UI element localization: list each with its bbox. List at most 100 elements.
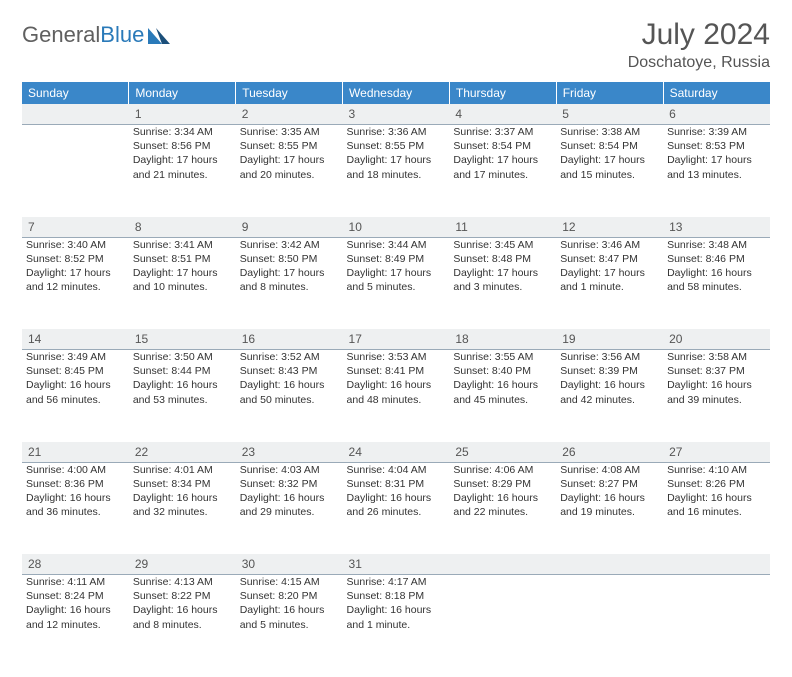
day-number: 8 (129, 217, 236, 238)
location-subtitle: Doschatoye, Russia (628, 54, 770, 72)
daynum-row: 28293031 (22, 554, 770, 575)
day-cell: Sunrise: 3:37 AMSunset: 8:54 PMDaylight:… (449, 125, 556, 217)
day-number: 12 (556, 217, 663, 238)
sunrise-line: Sunrise: 3:58 AM (667, 350, 766, 364)
sunset-line: Sunset: 8:54 PM (453, 139, 552, 153)
sunrise-line: Sunrise: 3:38 AM (560, 125, 659, 139)
sunrise-line: Sunrise: 3:45 AM (453, 238, 552, 252)
daylight-line: Daylight: 17 hours and 8 minutes. (240, 266, 339, 294)
day-number: 13 (663, 217, 770, 238)
weekday-thursday: Thursday (449, 82, 556, 104)
day-number: 30 (236, 554, 343, 575)
day-cell: Sunrise: 3:35 AMSunset: 8:55 PMDaylight:… (236, 125, 343, 217)
day-cell: Sunrise: 3:56 AMSunset: 8:39 PMDaylight:… (556, 350, 663, 442)
day-cell: Sunrise: 3:50 AMSunset: 8:44 PMDaylight:… (129, 350, 236, 442)
sunrise-line: Sunrise: 3:53 AM (347, 350, 446, 364)
day-number: 15 (129, 329, 236, 350)
sunrise-line: Sunrise: 3:52 AM (240, 350, 339, 364)
sunset-line: Sunset: 8:29 PM (453, 477, 552, 491)
day-number: 4 (449, 104, 556, 125)
sunrise-line: Sunrise: 4:06 AM (453, 463, 552, 477)
daylight-line: Daylight: 16 hours and 32 minutes. (133, 491, 232, 519)
day-cell: Sunrise: 4:06 AMSunset: 8:29 PMDaylight:… (449, 462, 556, 554)
logo-text: GeneralBlue (22, 22, 144, 48)
daylight-line: Daylight: 17 hours and 20 minutes. (240, 153, 339, 181)
day-cell: Sunrise: 4:04 AMSunset: 8:31 PMDaylight:… (343, 462, 450, 554)
daylight-line: Daylight: 16 hours and 42 minutes. (560, 378, 659, 406)
day-cell: Sunrise: 3:48 AMSunset: 8:46 PMDaylight:… (663, 237, 770, 329)
sunset-line: Sunset: 8:43 PM (240, 364, 339, 378)
day-cell: Sunrise: 4:11 AMSunset: 8:24 PMDaylight:… (22, 575, 129, 667)
sunrise-line: Sunrise: 3:46 AM (560, 238, 659, 252)
daylight-line: Daylight: 16 hours and 26 minutes. (347, 491, 446, 519)
day-number: 17 (343, 329, 450, 350)
sunrise-line: Sunrise: 4:00 AM (26, 463, 125, 477)
day-cell: Sunrise: 3:45 AMSunset: 8:48 PMDaylight:… (449, 237, 556, 329)
sunset-line: Sunset: 8:47 PM (560, 252, 659, 266)
daylight-line: Daylight: 17 hours and 13 minutes. (667, 153, 766, 181)
day-cell: Sunrise: 3:36 AMSunset: 8:55 PMDaylight:… (343, 125, 450, 217)
calendar-table: SundayMondayTuesdayWednesdayThursdayFrid… (22, 82, 770, 667)
sunset-line: Sunset: 8:53 PM (667, 139, 766, 153)
day-cell: Sunrise: 3:34 AMSunset: 8:56 PMDaylight:… (129, 125, 236, 217)
sunset-line: Sunset: 8:20 PM (240, 589, 339, 603)
sunset-line: Sunset: 8:26 PM (667, 477, 766, 491)
day-cell: Sunrise: 4:10 AMSunset: 8:26 PMDaylight:… (663, 462, 770, 554)
logo-triangle-icon (148, 26, 170, 44)
day-cell (663, 575, 770, 667)
daylight-line: Daylight: 17 hours and 17 minutes. (453, 153, 552, 181)
daylight-line: Daylight: 16 hours and 19 minutes. (560, 491, 659, 519)
weekday-saturday: Saturday (663, 82, 770, 104)
week-row: Sunrise: 4:11 AMSunset: 8:24 PMDaylight:… (22, 575, 770, 667)
week-row: Sunrise: 3:34 AMSunset: 8:56 PMDaylight:… (22, 125, 770, 217)
day-cell: Sunrise: 3:41 AMSunset: 8:51 PMDaylight:… (129, 237, 236, 329)
daylight-line: Daylight: 16 hours and 36 minutes. (26, 491, 125, 519)
day-cell: Sunrise: 3:55 AMSunset: 8:40 PMDaylight:… (449, 350, 556, 442)
day-cell (22, 125, 129, 217)
sunset-line: Sunset: 8:50 PM (240, 252, 339, 266)
sunrise-line: Sunrise: 3:39 AM (667, 125, 766, 139)
weekday-friday: Friday (556, 82, 663, 104)
daylight-line: Daylight: 16 hours and 53 minutes. (133, 378, 232, 406)
day-number: 21 (22, 442, 129, 463)
day-number (663, 554, 770, 575)
sunrise-line: Sunrise: 4:03 AM (240, 463, 339, 477)
sunrise-line: Sunrise: 4:15 AM (240, 575, 339, 589)
sunset-line: Sunset: 8:40 PM (453, 364, 552, 378)
day-number: 27 (663, 442, 770, 463)
day-number: 16 (236, 329, 343, 350)
page-header: GeneralBlue July 2024 Doschatoye, Russia (22, 18, 770, 72)
daylight-line: Daylight: 16 hours and 1 minute. (347, 603, 446, 631)
day-cell: Sunrise: 3:39 AMSunset: 8:53 PMDaylight:… (663, 125, 770, 217)
daylight-line: Daylight: 16 hours and 29 minutes. (240, 491, 339, 519)
day-cell: Sunrise: 4:00 AMSunset: 8:36 PMDaylight:… (22, 462, 129, 554)
day-cell (556, 575, 663, 667)
sunrise-line: Sunrise: 3:42 AM (240, 238, 339, 252)
daylight-line: Daylight: 17 hours and 21 minutes. (133, 153, 232, 181)
daylight-line: Daylight: 17 hours and 3 minutes. (453, 266, 552, 294)
sunrise-line: Sunrise: 4:08 AM (560, 463, 659, 477)
day-number: 25 (449, 442, 556, 463)
day-cell: Sunrise: 3:38 AMSunset: 8:54 PMDaylight:… (556, 125, 663, 217)
day-number: 24 (343, 442, 450, 463)
sunrise-line: Sunrise: 3:48 AM (667, 238, 766, 252)
day-cell: Sunrise: 3:49 AMSunset: 8:45 PMDaylight:… (22, 350, 129, 442)
sunrise-line: Sunrise: 3:35 AM (240, 125, 339, 139)
day-number: 26 (556, 442, 663, 463)
day-number: 22 (129, 442, 236, 463)
day-cell: Sunrise: 3:42 AMSunset: 8:50 PMDaylight:… (236, 237, 343, 329)
day-cell: Sunrise: 4:03 AMSunset: 8:32 PMDaylight:… (236, 462, 343, 554)
sunrise-line: Sunrise: 3:41 AM (133, 238, 232, 252)
sunset-line: Sunset: 8:45 PM (26, 364, 125, 378)
sunrise-line: Sunrise: 3:34 AM (133, 125, 232, 139)
sunset-line: Sunset: 8:48 PM (453, 252, 552, 266)
sunrise-line: Sunrise: 4:13 AM (133, 575, 232, 589)
sunset-line: Sunset: 8:27 PM (560, 477, 659, 491)
day-cell: Sunrise: 4:01 AMSunset: 8:34 PMDaylight:… (129, 462, 236, 554)
day-number: 31 (343, 554, 450, 575)
logo-part1: General (22, 22, 100, 47)
day-number: 11 (449, 217, 556, 238)
sunrise-line: Sunrise: 3:40 AM (26, 238, 125, 252)
daylight-line: Daylight: 16 hours and 8 minutes. (133, 603, 232, 631)
sunset-line: Sunset: 8:22 PM (133, 589, 232, 603)
